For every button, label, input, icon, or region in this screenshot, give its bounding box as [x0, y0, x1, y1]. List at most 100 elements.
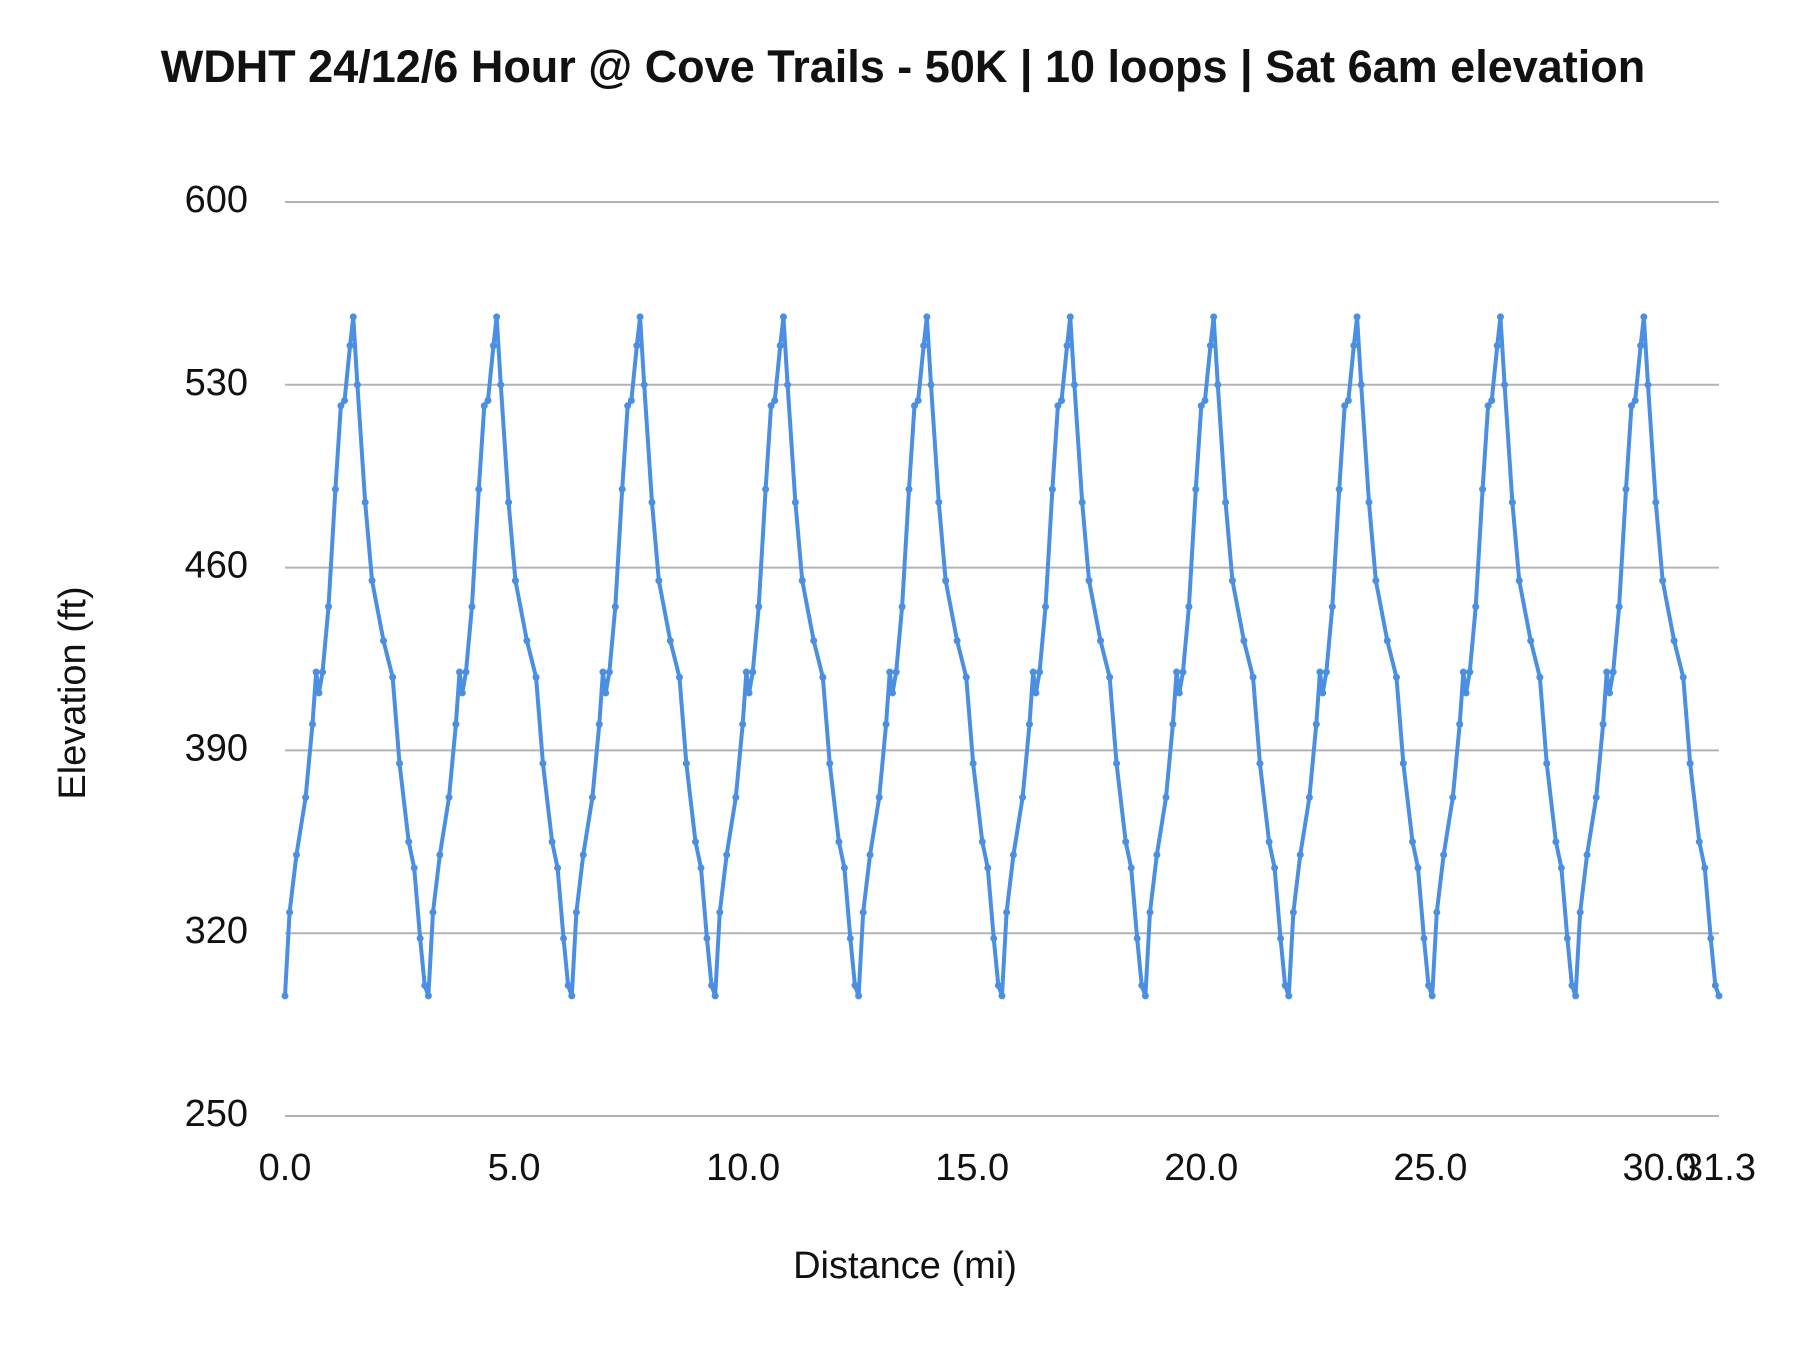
y-tick-label: 320 — [185, 910, 248, 952]
data-point — [1622, 485, 1630, 493]
data-point — [840, 864, 848, 872]
data-point — [1197, 402, 1205, 410]
data-point — [1627, 402, 1635, 410]
data-point — [1106, 673, 1114, 681]
data-point — [1508, 498, 1516, 506]
data-point — [920, 342, 928, 350]
data-point — [776, 342, 784, 350]
data-point — [1652, 498, 1660, 506]
data-point — [1479, 485, 1487, 493]
data-point — [711, 992, 719, 1000]
data-point — [1501, 381, 1509, 389]
data-point — [1466, 668, 1474, 676]
data-point — [648, 498, 656, 506]
data-point — [405, 838, 413, 846]
data-point — [1141, 992, 1149, 1000]
data-point — [389, 673, 397, 681]
data-point — [1392, 673, 1400, 681]
data-point — [739, 720, 747, 728]
data-point — [292, 851, 300, 859]
data-point — [1670, 637, 1678, 645]
data-point — [1146, 908, 1154, 916]
data-point — [962, 673, 970, 681]
data-point — [1599, 720, 1607, 728]
data-point — [798, 577, 806, 585]
y-tick-label: 530 — [185, 362, 248, 404]
data-point — [1162, 793, 1170, 801]
data-point — [1644, 381, 1652, 389]
data-point — [1433, 908, 1441, 916]
data-point — [346, 342, 354, 350]
data-point — [548, 838, 556, 846]
data-point — [1527, 637, 1535, 645]
data-point — [579, 851, 587, 859]
data-point — [889, 689, 897, 697]
data-point — [1592, 793, 1600, 801]
data-point — [1372, 577, 1380, 585]
data-point — [410, 864, 418, 872]
data-point — [1029, 668, 1037, 676]
data-point — [1472, 603, 1480, 611]
data-point — [436, 851, 444, 859]
data-point — [325, 603, 333, 611]
data-point — [1686, 759, 1694, 767]
data-point — [1631, 396, 1639, 404]
data-point — [1228, 577, 1236, 585]
data-point — [380, 637, 388, 645]
data-point — [341, 396, 349, 404]
data-point — [927, 381, 935, 389]
data-point — [618, 485, 626, 493]
data-point — [1425, 981, 1433, 989]
data-point — [396, 759, 404, 767]
data-point — [1572, 992, 1580, 1000]
data-point — [886, 668, 894, 676]
data-point — [429, 908, 437, 916]
data-point — [1493, 342, 1501, 350]
data-point — [532, 673, 540, 681]
data-point — [281, 992, 289, 1000]
data-point — [1289, 908, 1297, 916]
y-tick-label: 600 — [185, 179, 248, 221]
y-tick-label: 460 — [185, 545, 248, 587]
data-point — [762, 485, 770, 493]
data-point — [1328, 603, 1336, 611]
data-point — [1420, 934, 1428, 942]
data-point — [1335, 485, 1343, 493]
data-point — [1408, 838, 1416, 846]
data-point — [1042, 603, 1050, 611]
data-point — [1350, 342, 1358, 350]
data-point — [666, 637, 674, 645]
data-point — [349, 313, 357, 321]
data-point — [1032, 689, 1040, 697]
data-point — [1085, 577, 1093, 585]
data-point — [611, 603, 619, 611]
data-point — [1440, 851, 1448, 859]
y-tick-label: 250 — [185, 1093, 248, 1135]
data-point — [1078, 498, 1086, 506]
data-point — [1609, 668, 1617, 676]
data-point — [539, 759, 547, 767]
data-point — [784, 381, 792, 389]
data-point — [892, 668, 900, 676]
data-point — [627, 396, 635, 404]
data-point — [1640, 313, 1648, 321]
data-point — [484, 396, 492, 404]
data-point — [1543, 759, 1551, 767]
data-point — [595, 720, 603, 728]
data-point — [1615, 603, 1623, 611]
data-point — [1249, 673, 1257, 681]
data-point — [697, 864, 705, 872]
data-point — [771, 396, 779, 404]
data-point — [1568, 981, 1576, 989]
data-point — [475, 485, 483, 493]
data-point — [505, 498, 513, 506]
data-point — [554, 864, 562, 872]
data-point — [1365, 498, 1373, 506]
data-point — [882, 720, 890, 728]
data-point — [636, 313, 644, 321]
data-point — [564, 981, 572, 989]
data-point — [1353, 313, 1361, 321]
data-point — [368, 577, 376, 585]
